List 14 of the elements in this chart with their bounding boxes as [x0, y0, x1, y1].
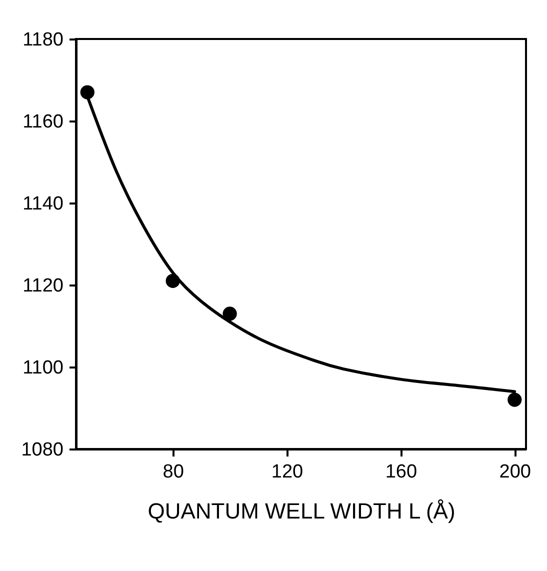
y-tick-label: 1080: [21, 440, 64, 460]
y-tick-label: 1120: [22, 276, 64, 296]
point: [508, 392, 522, 407]
y-tick-label: 1160: [22, 112, 64, 132]
y-tick-label: 1100: [22, 358, 64, 378]
x-tick-label: 80: [162, 462, 184, 482]
x-tick-label: 200: [499, 462, 531, 482]
x-axis-title: QUANTUM WELL WIDTH L (Å): [148, 498, 456, 524]
y-tick-label: 1140: [22, 194, 64, 214]
point: [222, 306, 237, 321]
x-tick-label: 160: [385, 462, 418, 482]
x-tick-label: 120: [271, 462, 304, 482]
y-tick-label: 1180: [22, 30, 64, 50]
point: [80, 85, 94, 100]
